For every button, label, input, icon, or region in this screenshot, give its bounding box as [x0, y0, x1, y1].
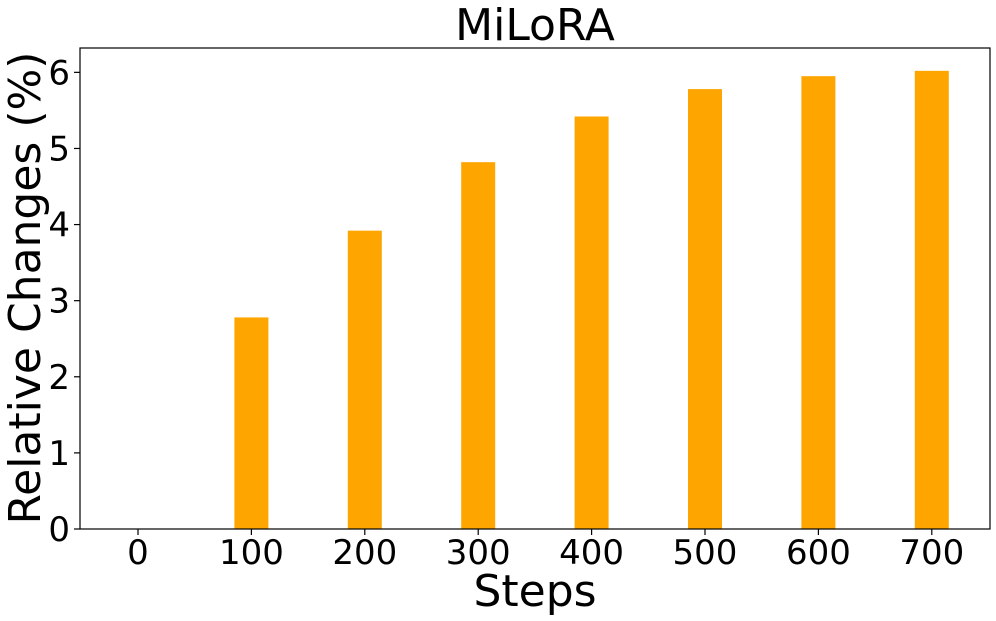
y-tick-label: 5	[48, 129, 70, 169]
x-tick-label: 600	[786, 533, 851, 573]
bar-300	[461, 162, 496, 530]
y-axis-ticks: 0 1 2 3 4 5 6	[48, 53, 80, 550]
bar-400	[574, 116, 609, 530]
y-tick-label: 1	[48, 434, 70, 474]
y-tick-label: 2	[48, 358, 70, 398]
bar-600	[801, 76, 836, 529]
x-tick-label: 400	[559, 533, 624, 573]
bar-500	[688, 89, 722, 530]
plot-frame	[79, 47, 991, 530]
x-tick-label: 100	[219, 533, 284, 573]
y-tick-label: 0	[48, 510, 70, 550]
x-tick-label: 200	[332, 533, 397, 573]
bars-group	[234, 70, 949, 530]
x-tick-label: 700	[899, 533, 964, 573]
bar-700	[914, 70, 949, 529]
x-tick-label: 300	[446, 533, 511, 573]
x-axis-label: Steps	[473, 566, 596, 617]
y-tick-label: 3	[48, 282, 70, 322]
y-tick-label: 6	[48, 53, 70, 93]
x-axis-ticks: 0 100 200 300 400 500 600 700	[127, 529, 964, 573]
x-tick-label: 500	[673, 533, 738, 573]
bar-200	[347, 230, 382, 529]
bar-100	[234, 317, 269, 529]
x-tick-label: 0	[127, 533, 149, 573]
chart-title: MiLoRA	[455, 0, 615, 51]
y-axis-label: Relative Changes (%)	[0, 52, 51, 525]
y-tick-label: 4	[48, 206, 70, 246]
